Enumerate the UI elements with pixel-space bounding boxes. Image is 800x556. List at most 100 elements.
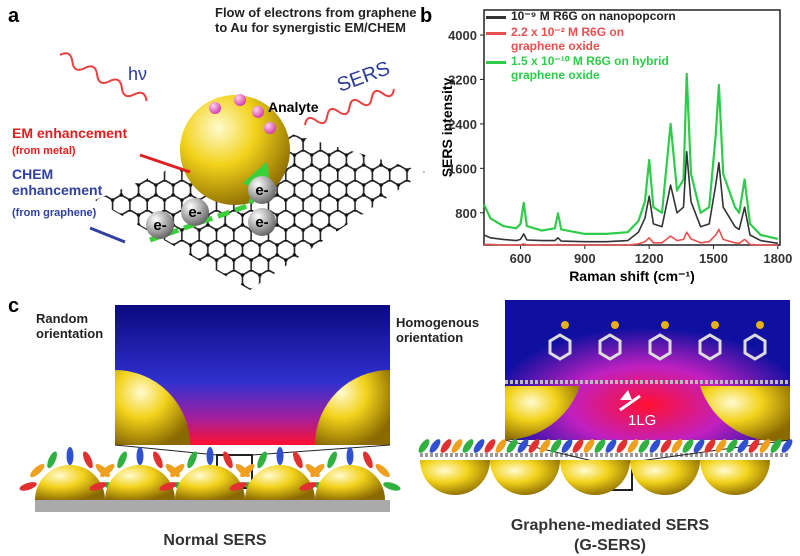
- molecule: [277, 447, 284, 465]
- molecule: [45, 450, 59, 469]
- molecule: [28, 462, 46, 479]
- molecule: [593, 437, 608, 454]
- molecule: [417, 437, 432, 454]
- normal-caption: Normal SERS: [163, 532, 266, 549]
- x-tick-label: 1800: [763, 251, 792, 266]
- gold-particle: [315, 465, 385, 500]
- molecule: [571, 437, 586, 454]
- sulfur-atom: [611, 321, 619, 329]
- molecule: [221, 450, 235, 469]
- em-note: (from metal): [12, 145, 76, 157]
- analyte: [252, 106, 264, 118]
- em-label: EM enhancement: [12, 125, 127, 141]
- gold-particle: [35, 465, 105, 500]
- molecule: [291, 450, 305, 469]
- sulfur-atom: [561, 321, 569, 329]
- legend-entry: 2.2 x 10⁻² M R6G on graphene oxide: [486, 26, 686, 54]
- molecule: [681, 437, 696, 454]
- gold-particle: [420, 460, 490, 495]
- molecule: [19, 480, 38, 492]
- molecule: [382, 480, 401, 492]
- panel-label: c: [8, 295, 19, 317]
- gold-particle: [490, 460, 560, 495]
- molecule: [374, 462, 392, 479]
- zoom-line: [252, 445, 390, 455]
- electron-label: e-: [255, 182, 268, 199]
- molecule: [714, 437, 729, 454]
- molecule: [151, 450, 165, 469]
- molecule: [115, 450, 129, 469]
- y-tick-label: 1600: [448, 161, 477, 176]
- gsers-caption: (G-SERS): [574, 537, 646, 554]
- molecule: [67, 447, 74, 465]
- molecule: [582, 437, 597, 454]
- molecule: [428, 437, 443, 454]
- molecule: [670, 437, 685, 454]
- x-axis-label: Raman shift (cm⁻¹): [569, 268, 695, 284]
- legend-swatch: [486, 32, 506, 35]
- sers-label: SERS: [334, 57, 393, 96]
- molecule: [255, 450, 269, 469]
- legend-label: 2.2 x 10⁻² M R6G on graphene oxide: [511, 26, 681, 54]
- x-tick-label: 600: [510, 251, 532, 266]
- legend-swatch: [486, 16, 506, 19]
- molecule: [560, 437, 575, 454]
- molecule: [659, 437, 674, 454]
- analyte: [209, 102, 221, 114]
- legend-swatch: [486, 61, 506, 64]
- gold-particle: [245, 465, 315, 500]
- molecule: [472, 437, 487, 454]
- molecule: [725, 437, 740, 454]
- legend-entry: 1.5 x 10⁻¹⁰ M R6G on hybrid graphene oxi…: [486, 55, 686, 83]
- electron-label: e-: [188, 204, 201, 221]
- homogenous-label: Homogenous orientation: [396, 316, 496, 346]
- molecule: [137, 447, 144, 465]
- x-tick-label: 1200: [635, 251, 664, 266]
- molecule: [361, 450, 375, 469]
- molecule: [347, 447, 354, 465]
- sulfur-atom: [756, 321, 764, 329]
- electron-label: e-: [153, 217, 166, 234]
- zoom-line: [115, 445, 217, 455]
- analyte: [234, 94, 246, 106]
- molecule: [604, 437, 619, 454]
- legend: 10⁻⁹ M R6G on nanopopcorn 2.2 x 10⁻² M R6…: [486, 10, 686, 85]
- y-tick-label: 4000: [448, 28, 477, 43]
- molecule: [439, 437, 454, 454]
- flow-text: Flow of electrons from graphene to Au fo…: [215, 6, 430, 36]
- molecule: [648, 437, 663, 454]
- molecule: [637, 437, 652, 454]
- y-tick-label: 2400: [448, 117, 477, 132]
- legend-label: 1.5 x 10⁻¹⁰ M R6G on hybrid graphene oxi…: [511, 55, 681, 83]
- gold-particle: [630, 460, 700, 495]
- legend-entry: 10⁻⁹ M R6G on nanopopcorn: [486, 10, 686, 24]
- chem-label: CHEM enhancement: [12, 166, 102, 198]
- molecule: [325, 450, 339, 469]
- molecule: [626, 437, 641, 454]
- gold-particle: [105, 465, 175, 500]
- sulfur-atom: [711, 321, 719, 329]
- light-label: hν: [128, 64, 147, 84]
- substrate: [35, 500, 390, 512]
- analyte: [264, 122, 276, 134]
- legend-label: 10⁻⁹ M R6G on nanopopcorn: [511, 10, 681, 24]
- analyte-label: Analyte: [268, 99, 319, 115]
- x-tick-label: 900: [574, 251, 596, 266]
- panel-label: a: [8, 5, 20, 27]
- gold-particle: [700, 460, 770, 495]
- sulfur-atom: [661, 321, 669, 329]
- y-tick-label: 800: [455, 206, 477, 221]
- figure: a e- e- e- e- hν SERS Analyte EM enhance…: [0, 0, 800, 556]
- molecule: [483, 437, 498, 454]
- molecule: [81, 450, 95, 469]
- x-tick-label: 1500: [699, 251, 728, 266]
- gsers-caption: Graphene-mediated SERS: [511, 517, 710, 534]
- y-tick-label: 3200: [448, 72, 477, 87]
- chem-pointer: [90, 228, 125, 242]
- series-line: [484, 74, 778, 239]
- molecule: [207, 447, 214, 465]
- random-label: Random orientation: [36, 312, 121, 342]
- electron-label: e-: [255, 214, 268, 231]
- molecule: [615, 437, 630, 454]
- molecule: [461, 437, 476, 454]
